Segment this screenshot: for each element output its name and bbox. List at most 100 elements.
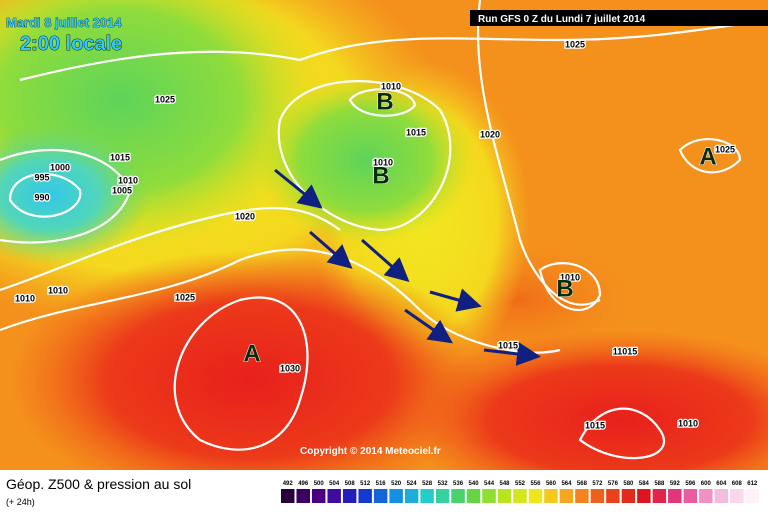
scale-label: 604	[716, 481, 727, 487]
scale-swatch	[451, 489, 465, 503]
scale-label: 600	[701, 481, 712, 487]
copyright: Copyright © 2014 Meteociel.fr	[300, 446, 441, 457]
arrow	[309, 230, 353, 269]
isobar-label: 11015	[613, 346, 638, 356]
scale-swatch	[606, 489, 620, 503]
scale-label: 596	[685, 481, 696, 487]
isobar-label: 1005	[112, 185, 132, 195]
scale-swatch	[513, 489, 527, 503]
scale-label: 584	[639, 481, 650, 487]
arrow	[361, 238, 410, 282]
scale-swatch	[311, 489, 326, 503]
isobar-label: 1025	[565, 39, 585, 49]
scale-label: 512	[360, 481, 371, 487]
scale-label: 568	[577, 481, 588, 487]
scale-swatch	[435, 489, 450, 503]
scale-label: 556	[530, 481, 541, 487]
scale-swatch	[404, 489, 419, 503]
scale-swatch	[668, 489, 682, 503]
scale-label: 580	[623, 481, 634, 487]
arrow	[274, 168, 323, 209]
scale-label: 536	[453, 481, 464, 487]
isobar-label: 1030	[280, 363, 300, 373]
field	[255, 75, 475, 245]
pressure-center: A	[699, 143, 716, 170]
scale-label: 524	[407, 481, 418, 487]
isobar-label: 1025	[155, 94, 175, 104]
scale-swatch	[637, 489, 651, 503]
run-banner	[470, 10, 768, 26]
legend-title: Géop. Z500 & pression au sol	[6, 476, 191, 492]
pressure-center: B	[556, 275, 573, 302]
isobar-label: 1010	[118, 175, 138, 185]
scale-swatch	[373, 489, 388, 503]
arrow	[483, 341, 541, 366]
scale-label: 592	[670, 481, 681, 487]
date: Mardi 8 juillet 2014	[6, 15, 122, 30]
scale-swatch	[358, 489, 372, 503]
isobar-label: 1010	[678, 418, 698, 428]
isobar-label: 1010	[15, 293, 35, 303]
scale-label: 552	[515, 481, 526, 487]
scale-swatch	[559, 489, 574, 503]
color-scale: 492 496 500 504 508 512 516 520 524 528 532 536 540 5…	[281, 481, 759, 503]
isobar-label: 1025	[175, 292, 195, 302]
scale-swatch	[590, 489, 605, 503]
scale-label: 532	[438, 481, 449, 487]
scale-label: 508	[345, 481, 356, 487]
scale-swatch	[342, 489, 357, 503]
scale-swatch	[714, 489, 729, 503]
scale-swatch	[683, 489, 698, 503]
scale-label: 520	[391, 481, 402, 487]
scale-swatch	[528, 489, 543, 503]
isobar-label: 1010	[381, 81, 401, 91]
isobar-label: 1000	[50, 162, 70, 172]
isobar-label: 1015	[498, 340, 518, 350]
isobars	[0, 0, 768, 460]
scale-label: 528	[422, 481, 433, 487]
scale-swatch	[699, 489, 713, 503]
scale-label: 572	[592, 481, 603, 487]
isobar-label: 1010	[48, 285, 68, 295]
isobar-label: 990	[34, 192, 49, 202]
isobar-label: 1010	[373, 157, 393, 167]
scale-swatch	[575, 489, 589, 503]
isobar-label: 995	[34, 172, 49, 182]
scale-label: 612	[747, 481, 758, 487]
legend-subtitle: (+ 24h)	[6, 497, 35, 507]
isobar-label: 1010	[560, 272, 580, 282]
scale-label: 588	[654, 481, 665, 487]
scale-label: 576	[608, 481, 619, 487]
scale-swatch	[389, 489, 403, 503]
pressure-center: B	[372, 162, 389, 189]
scale-swatch	[497, 489, 512, 503]
scale-label: 544	[484, 481, 495, 487]
isobar-label: 1025	[715, 144, 735, 154]
scale-label: 516	[376, 481, 387, 487]
scale-swatch	[296, 489, 310, 503]
scale-swatch	[544, 489, 558, 503]
scale-label: 564	[561, 481, 572, 487]
scale-swatch	[745, 489, 759, 503]
scale-label: 492	[283, 481, 294, 487]
scale-swatch	[281, 489, 295, 503]
field	[10, 250, 490, 510]
scale-label: 504	[329, 481, 340, 487]
local-time: 2:00 locale	[20, 33, 122, 55]
scale-label: 560	[546, 481, 557, 487]
run-info: Run GFS 0 Z du Lundi 7 juillet 2014	[478, 14, 646, 25]
isobar-label: 1015	[406, 127, 426, 137]
isobar-label: 1015	[110, 152, 130, 162]
scale-swatch	[327, 489, 341, 503]
arrow	[404, 308, 453, 344]
scale-swatch	[621, 489, 636, 503]
scale-swatch	[730, 489, 744, 503]
scale-swatch	[466, 489, 481, 503]
scale-swatch	[652, 489, 667, 503]
flow-arrows	[274, 168, 541, 366]
pressure-center: B	[376, 88, 393, 115]
scale-label: 496	[298, 481, 309, 487]
